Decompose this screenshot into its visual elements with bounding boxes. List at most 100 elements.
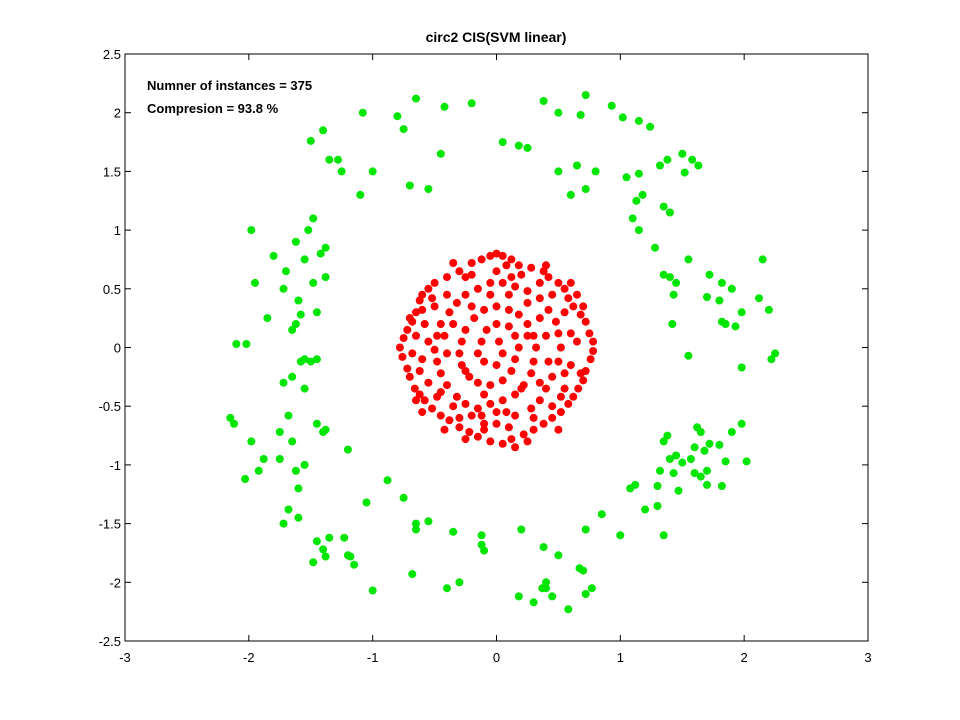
data-point-s1-120 [473,349,482,358]
data-point-s0-2 [539,97,548,105]
y-tick-label: 0 [114,341,121,356]
axis-ticks: -3 -2 -1 0 1 2 3 -2.5 -2 -1.5 -1 -0.5 0 0.5 1 1.5 2 2.5 [99,47,872,665]
data-point-s1-80 [445,308,454,317]
data-point-s0-30 [634,169,643,178]
data-point-s0-137 [477,531,486,540]
data-point-s0-48 [659,270,668,279]
data-point-s0-176 [703,466,711,475]
data-point-s1-100 [504,305,513,314]
data-point-s1-30 [395,343,404,352]
data-point-s1-151 [408,317,417,326]
data-point-s1-2 [498,251,507,260]
data-point-s0-177 [715,440,724,449]
data-point-s1-126 [418,355,427,364]
data-point-s0-68 [737,363,746,372]
data-point-s1-140 [480,425,489,434]
data-point-s1-175 [507,273,516,282]
data-point-s1-48 [445,416,454,425]
data-point-s1-158 [418,408,427,417]
data-point-s1-25 [581,317,590,326]
y-tick-label: -2.5 [99,634,121,649]
data-point-s1-79 [452,298,461,307]
data-point-s1-10 [461,273,470,282]
data-point-s1-162 [443,349,451,358]
data-point-s0-120 [321,552,330,561]
data-point-s0-119 [319,545,328,554]
data-point-s1-144 [412,331,420,340]
data-point-s0-15 [399,125,408,134]
data-point-s1-138 [529,413,538,422]
data-point-s1-176 [477,411,486,420]
data-point-s0-77 [282,267,290,276]
data-point-s0-140 [517,525,526,534]
data-point-s1-73 [523,287,532,296]
data-point-s0-87 [232,340,241,348]
data-point-s1-9 [527,263,536,272]
data-point-s1-90 [486,399,495,408]
data-point-s1-8 [455,267,464,276]
data-point-s1-148 [576,369,585,378]
data-point-s0-165 [672,451,681,460]
data-point-s0-113 [254,466,263,475]
data-point-s0-164 [665,455,674,463]
data-point-s1-160 [492,419,501,428]
data-point-s0-37 [356,190,365,199]
data-point-s1-125 [420,320,429,328]
data-point-s0-110 [294,484,303,493]
data-point-s0-59 [755,294,763,303]
data-point-s1-55 [507,435,516,444]
x-tick-label: 3 [864,650,871,665]
data-point-s0-101 [275,428,284,436]
data-point-s1-97 [529,331,538,340]
data-point-s1-136 [560,384,569,393]
data-point-s0-168 [686,455,695,463]
data-point-s1-12 [443,273,451,282]
x-tick-label: 2 [741,650,748,665]
data-point-s0-149 [554,551,563,560]
x-tick-label: -1 [367,650,379,665]
data-point-s1-77 [473,284,482,293]
data-point-s0-163 [656,466,664,475]
data-point-s0-106 [275,455,284,463]
data-point-s0-9 [576,111,585,119]
data-point-s0-114 [241,475,250,483]
data-point-s0-132 [424,517,433,526]
data-point-s0-1 [467,99,476,108]
data-point-s1-106 [455,349,464,358]
data-point-s0-86 [288,325,297,334]
data-point-s0-62 [721,320,730,328]
y-tick-label: 1 [114,223,121,238]
data-point-s1-103 [470,314,479,323]
data-point-s1-133 [560,308,569,317]
data-point-s1-69 [554,329,563,338]
data-point-s1-63 [527,404,536,413]
data-point-s1-54 [473,432,482,441]
y-tick-label: 0.5 [103,282,121,297]
data-point-s0-154 [581,525,590,534]
data-point-s0-97 [312,419,321,428]
data-point-s1-62 [511,411,520,420]
data-point-s1-155 [440,425,449,434]
data-point-s1-65 [542,384,550,393]
data-point-s1-37 [579,376,588,385]
data-point-s1-0 [486,251,495,260]
data-point-s1-98 [523,320,532,328]
data-point-s0-151 [579,566,588,575]
data-point-s0-35 [581,185,590,193]
data-point-s0-51 [717,278,726,287]
data-point-s0-67 [684,351,693,360]
data-point-s1-56 [486,437,495,446]
data-point-s1-181 [523,331,532,340]
data-point-s1-46 [436,411,445,420]
data-point-s0-158 [631,480,640,489]
x-tick-label: -2 [243,650,255,665]
data-point-s1-86 [443,381,451,390]
data-point-s1-33 [586,355,595,364]
data-point-s0-10 [618,113,627,122]
data-point-s1-66 [548,372,557,381]
data-point-s1-145 [418,305,427,314]
data-point-s0-107 [259,455,268,463]
data-point-s0-139 [480,546,489,555]
data-point-s1-23 [576,310,585,319]
data-point-s1-105 [457,337,466,346]
